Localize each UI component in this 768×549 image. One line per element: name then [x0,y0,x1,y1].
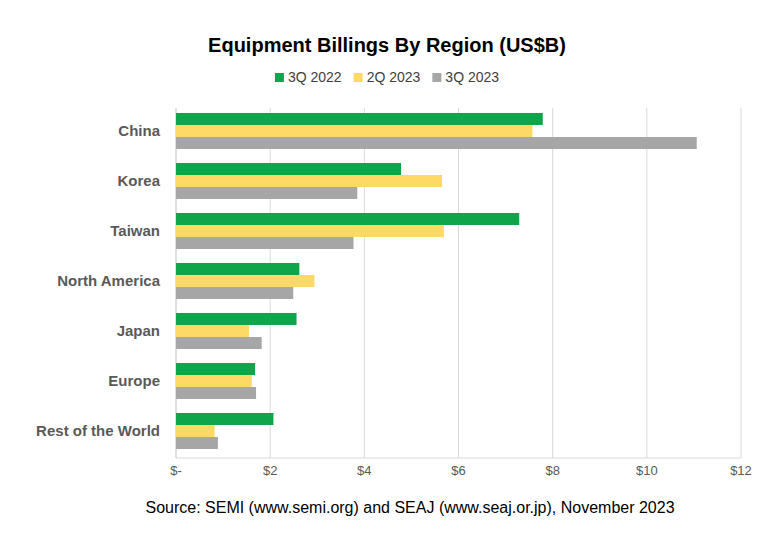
tick-label: $10 [636,463,658,478]
grid-line [458,108,459,458]
category-label: North America [57,272,160,289]
bar [176,175,442,187]
title: Equipment Billings By Region (US$B) [208,34,566,56]
legend-label: 2Q 2023 [367,69,421,85]
tick-label: $4 [357,463,371,478]
grid-line [364,108,365,458]
bar [176,375,252,387]
legend-swatch [432,73,441,82]
bars [176,113,697,449]
bar [176,125,532,137]
category-label: China [118,122,160,139]
tick-label: $6 [451,463,465,478]
bar [176,113,543,125]
bar [176,437,218,449]
category-label: Rest of the World [36,422,160,439]
legend-swatch [275,73,284,82]
bar [176,163,401,175]
bar [176,237,354,249]
bar [176,313,297,325]
bar [176,225,444,237]
bar [176,337,262,349]
tick-label: $12 [730,463,752,478]
bar [176,263,299,275]
bar [176,275,314,287]
category-label: Taiwan [110,222,160,239]
legend-swatch [354,73,363,82]
tick-label: $- [170,463,182,478]
bar [176,187,357,199]
legend-item: 2Q 2023 [354,69,421,85]
legend-label: 3Q 2022 [288,69,342,85]
bar [176,387,256,399]
grid-line [741,108,742,458]
legend-item: 3Q 2023 [432,69,499,85]
tick-label: $2 [263,463,277,478]
bar [176,213,519,225]
x-axis-line [176,458,741,459]
legend: 3Q 2022 2Q 2023 3Q 2023 [275,69,499,85]
tick-label: $8 [545,463,559,478]
bar [176,325,249,337]
category-label: Korea [117,172,160,189]
grid-line [552,108,553,458]
chart: Equipment Billings By Region (US$B) 3Q 20… [0,0,768,549]
grid-line [646,108,647,458]
bar [176,137,697,149]
category-label: Europe [108,372,160,389]
legend-item: 3Q 2022 [275,69,342,85]
bar [176,413,273,425]
bar [176,363,255,375]
category-label: Japan [117,322,160,339]
bar [176,287,293,299]
source: Source: SEMI (www.semi.org) and SEAJ (ww… [145,499,674,516]
grid [176,108,741,458]
bar [176,425,215,437]
legend-label: 3Q 2023 [445,69,499,85]
